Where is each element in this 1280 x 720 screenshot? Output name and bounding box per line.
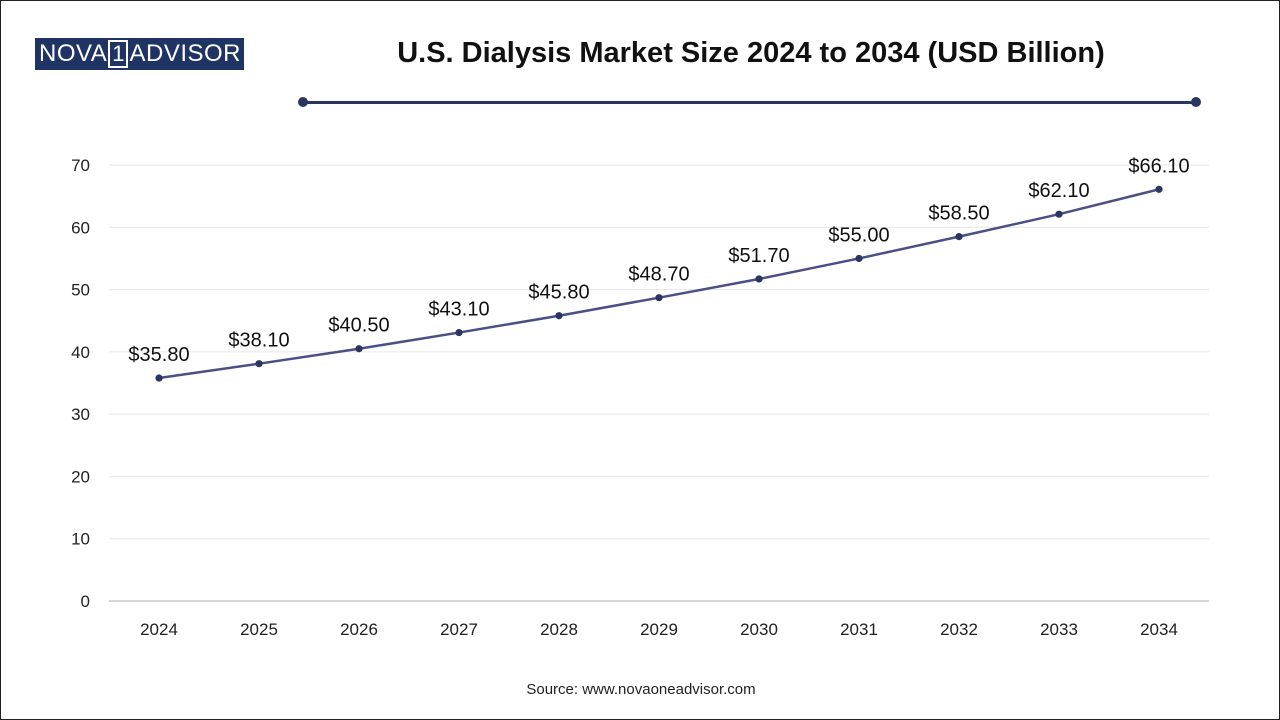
data-label: $43.10 [428, 299, 489, 321]
y-tick-label: 40 [71, 343, 90, 362]
data-point [855, 254, 863, 263]
logo-text-advisor: ADVISOR [129, 40, 242, 67]
x-tick-label: 2034 [1140, 620, 1178, 639]
data-label: $66.10 [1128, 155, 1189, 177]
x-tick-label: 2030 [740, 620, 778, 639]
y-tick-label: 60 [71, 218, 90, 237]
data-label: $51.70 [728, 245, 789, 267]
data-labels: $35.80 $38.10 $40.50 $43.10 $45.80 $48.70 $51.… [128, 155, 1189, 366]
data-point [355, 345, 363, 353]
x-tick-label: 2028 [540, 620, 578, 639]
data-point [555, 312, 563, 320]
x-tick-label: 2027 [440, 620, 478, 639]
data-point [1155, 185, 1163, 193]
y-tick-label: 10 [71, 530, 90, 549]
logo-text-nova: NOVA [39, 40, 108, 67]
data-point [755, 275, 763, 283]
y-tick-label: 0 [81, 592, 90, 611]
y-tick-label: 50 [71, 281, 90, 300]
y-tick-label: 30 [71, 405, 90, 424]
data-point [955, 233, 963, 241]
data-point [455, 328, 463, 337]
data-label: $45.80 [528, 282, 589, 304]
x-tick-label: 2032 [940, 620, 978, 639]
data-label: $35.80 [128, 344, 189, 366]
x-tick-label: 2024 [140, 620, 178, 639]
title-underline-left-dot [298, 97, 308, 107]
data-label: $55.00 [828, 224, 889, 246]
logo-text-one: 1 [108, 40, 129, 68]
data-point [1055, 210, 1063, 218]
data-label: $38.10 [228, 330, 289, 352]
brand-logo: NOVA 1 ADVISOR [35, 38, 245, 70]
source-note: Source: www.novaoneadvisor.com [526, 681, 756, 698]
title-underline-right-dot [1191, 97, 1201, 107]
x-tick-label: 2029 [640, 620, 678, 639]
data-point [655, 294, 663, 302]
data-label: $58.50 [928, 203, 989, 225]
grid-lines [109, 164, 1209, 540]
data-label: $48.70 [628, 264, 689, 286]
x-tick-label: 2026 [340, 620, 378, 639]
title-underline [301, 101, 1199, 104]
data-point [155, 374, 163, 382]
data-point [255, 360, 263, 368]
data-label: $62.10 [1028, 180, 1089, 202]
chart-title: U.S. Dialysis Market Size 2024 to 2034 (… [397, 37, 1105, 69]
x-tick-label: 2025 [240, 620, 278, 639]
data-label: $40.50 [328, 315, 389, 337]
series-market-size [155, 185, 1163, 382]
x-tick-label: 2033 [1040, 620, 1078, 639]
y-tick-label: 20 [71, 467, 90, 486]
y-tick-label: 70 [71, 156, 90, 175]
x-tick-label: 2031 [840, 620, 878, 639]
